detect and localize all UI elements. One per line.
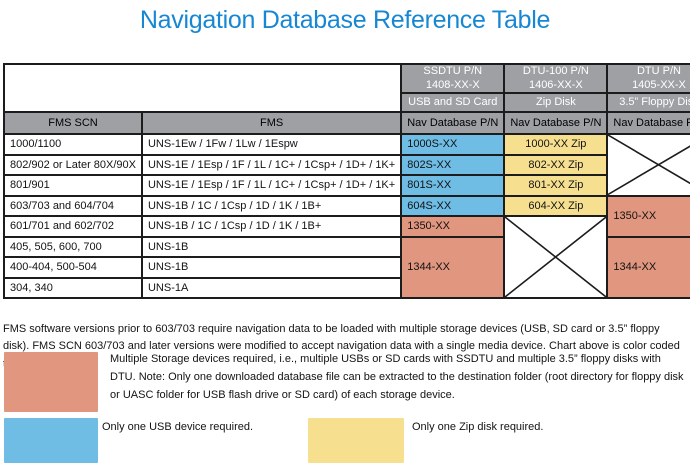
- fms-scn-cell: 802/902 or Later 80X/90X: [3, 153, 143, 176]
- pn-cell-usb: 604S-XX: [400, 194, 506, 217]
- header-spacer: [2, 63, 403, 113]
- device-pn: 1406-XX-X: [528, 78, 583, 91]
- pn-cell-zip: 604-XX Zip: [503, 194, 609, 217]
- device-pn: 1408-XX-X: [425, 78, 480, 91]
- media-header-floppy: 3.5” Floppy Disk: [606, 92, 690, 113]
- legend-swatch-usb: [4, 418, 98, 463]
- pn-cell-not-applicable: [606, 133, 690, 197]
- legend-text-usb: Only one USB device required.: [102, 421, 254, 433]
- media-header-zip: Zip Disk: [503, 92, 609, 113]
- table-row: 601/701 and 602/702 UNS-1B / 1C / 1Csp /…: [3, 215, 690, 299]
- table-row: 801/901 UNS-1E / 1Esp / 1F / 1L / 1C+ / …: [3, 174, 690, 197]
- table-row: 405, 505, 600, 700 UNS-1B 1344-XX 1344-X…: [3, 235, 690, 299]
- fms-scn-cell: 603/703 and 604/704: [3, 194, 143, 217]
- fms-scn-cell: 1000/1100: [3, 133, 143, 156]
- device-header-ssdtu: SSDTU P/N 1408-XX-X: [400, 63, 506, 94]
- fms-scn-cell: 405, 505, 600, 700: [3, 235, 143, 258]
- column-header-fms-scn: FMS SCN: [3, 111, 143, 135]
- pn-cell-usb: 801S-XX: [400, 174, 506, 197]
- fms-scn-cell: 304, 340: [3, 276, 143, 299]
- legend-text-zip: Only one Zip disk required.: [412, 421, 544, 433]
- table-row: 304, 340 UNS-1A: [3, 276, 690, 299]
- table-row: 1000/1100 UNS-1Ew / 1Fw / 1Lw / 1Espw 10…: [3, 133, 690, 197]
- pn-cell-multi-storage: 1344-XX: [400, 235, 506, 299]
- page-title: Navigation Database Reference Table: [139, 6, 551, 34]
- device-header-dtu: DTU P/N 1405-XX-X: [606, 63, 690, 94]
- column-header-nav-db-dtu100: Nav Database P/N: [503, 111, 609, 135]
- pn-cell-usb: 1000S-XX: [400, 133, 506, 156]
- fms-cell: UNS-1B: [140, 235, 403, 258]
- media-header-usb-sd: USB and SD Card: [400, 92, 506, 113]
- column-header-fms: FMS: [140, 111, 403, 135]
- fms-cell: UNS-1E / 1Esp / 1F / 1L / 1C+ / 1Csp+ / …: [140, 174, 403, 197]
- pn-cell-zip: 802-XX Zip: [503, 153, 609, 176]
- device-header-dtu100: DTU-100 P/N 1406-XX-X: [503, 63, 609, 94]
- pn-cell-multi-storage: 1350-XX: [400, 215, 506, 238]
- table-row: 603/703 and 604/704 UNS-1B / 1C / 1Csp /…: [3, 194, 690, 238]
- legend-swatch-zip: [308, 418, 404, 463]
- fms-cell: UNS-1B / 1C / 1Csp / 1D / 1K / 1B+: [140, 194, 403, 217]
- fms-scn-cell: 601/701 and 602/702: [3, 215, 143, 238]
- device-name: DTU-100 P/N: [522, 65, 589, 78]
- pn-cell-usb: 802S-XX: [400, 153, 506, 176]
- column-header-nav-db-ssdtu: Nav Database P/N: [400, 111, 506, 135]
- fms-cell: UNS-1E / 1Esp / 1F / 1L / 1C+ / 1Csp+ / …: [140, 153, 403, 176]
- reference-table: SSDTU P/N 1408-XX-X DTU-100 P/N 1406-XX-…: [2, 63, 690, 299]
- fms-cell: UNS-1Ew / 1Fw / 1Lw / 1Espw: [140, 133, 403, 156]
- pn-cell-not-applicable: [503, 215, 609, 299]
- x-mark-icon: [505, 217, 606, 297]
- fms-scn-cell: 400-404, 500-504: [3, 256, 143, 279]
- table-row: 400-404, 500-504 UNS-1B: [3, 256, 690, 279]
- pn-cell-zip: 1000-XX Zip: [503, 133, 609, 156]
- legend-swatch-multi-storage: [4, 352, 98, 412]
- device-name: DTU P/N: [636, 65, 681, 78]
- fms-cell: UNS-1B / 1C / 1Csp / 1D / 1K / 1B+: [140, 215, 403, 238]
- fms-scn-cell: 801/901: [3, 174, 143, 197]
- column-header-nav-db-dtu: Nav Database P/N: [606, 111, 690, 135]
- footnote-text: FMS software versions prior to 603/703 r…: [3, 323, 680, 370]
- legend-text-multi-storage: Multiple Storage devices required, i.e.,…: [110, 353, 684, 401]
- pn-cell-zip: 801-XX Zip: [503, 174, 609, 197]
- fms-cell: UNS-1A: [140, 276, 403, 299]
- device-name: SSDTU P/N: [423, 65, 483, 78]
- pn-cell-multi-storage: 1350-XX: [606, 194, 690, 238]
- table-row: 802/902 or Later 80X/90X UNS-1E / 1Esp /…: [3, 153, 690, 176]
- pn-cell-multi-storage: 1344-XX: [606, 235, 690, 299]
- x-mark-icon: [608, 135, 690, 195]
- fms-cell: UNS-1B: [140, 256, 403, 279]
- device-pn: 1405-XX-X: [632, 78, 686, 91]
